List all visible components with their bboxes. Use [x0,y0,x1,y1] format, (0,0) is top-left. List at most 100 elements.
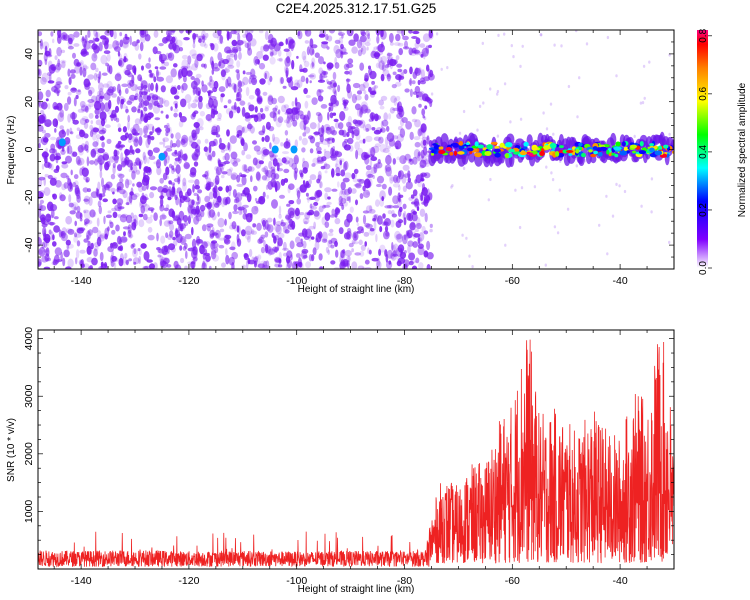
spectrogram-noise-blob [261,129,266,133]
spectrogram-noise-blob [54,247,62,256]
spectrogram-noise-blob [47,80,55,84]
spectrogram-noise-blob [248,104,255,112]
spectrogram-noise-blob [353,126,360,137]
spectrogram-noise-blob [303,60,310,68]
spectrogram-noise-blob [408,47,413,56]
spectrogram-noise-blob [299,114,306,120]
spectrogram-noise-blob [83,209,89,214]
spectrogram-noise-blob [137,248,141,252]
spectrogram-noise-blob [327,111,330,121]
spectrogram-faint-dot [648,60,651,64]
spectrogram-noise-blob [158,43,164,47]
spectrogram-noise-blob [404,88,410,93]
spectrogram-faint-dot [462,166,466,170]
spectrogram-noise-blob [121,83,129,88]
spectrogram-noise-blob [261,154,265,160]
spectrogram-noise-blob [147,226,153,233]
signal-blob [568,153,573,156]
spectrogram-noise-blob [138,136,143,146]
spectrogram-noise-blob [316,156,324,163]
spectrogram-noise-blob [126,100,133,105]
y-tick-label: 1000 [23,500,35,524]
spectrogram-noise-blob [378,136,384,144]
spectrogram-noise-blob [173,100,179,106]
spectrogram-noise-blob [418,262,424,269]
spectrogram-noise-blob [337,181,340,188]
spectrogram-noise-blob [209,233,215,239]
spectrogram-noise-blob [274,182,278,193]
spectrogram-noise-blob [112,198,117,205]
spectrogram-noise-blob [120,236,128,243]
spectrogram-faint-dot [544,263,547,267]
spectrogram-noise-blob [44,132,51,138]
spectrogram-noise-blob [76,194,81,203]
spectrogram-noise-blob [171,30,176,33]
spectrogram-noise-blob [126,159,133,168]
spectrogram-noise-blob [125,202,130,206]
spectrogram-noise-blob [213,43,219,52]
spectrogram-noise-blob [83,238,89,243]
spectrogram-noise-blob [67,243,74,249]
spectrogram-noise-blob [379,128,383,133]
spectrogram-noise-blob [38,91,44,101]
spectrogram-noise-blob [421,201,427,205]
spectrogram-noise-blob [88,102,95,108]
spectrogram-noise-blob [236,225,240,233]
spectrogram-noise-blob [220,149,225,153]
spectrogram-noise-blob [123,231,126,237]
spectrogram-noise-blob [386,74,392,80]
spectrogram-noise-blob [68,37,73,45]
spectrogram-noise-blob [375,199,380,207]
spectrogram-noise-blob [172,218,178,222]
signal-blob [504,153,509,159]
spectrogram-noise-blob [199,110,205,117]
spectrogram-noise-blob [395,33,401,42]
spectrogram-noise-blob [79,129,85,138]
signal-blob [608,152,612,157]
spectrogram-noise-blob [221,174,225,179]
spectrogram-noise-blob [233,41,239,46]
spectrogram-noise-blob [359,250,365,257]
spectrogram-noise-blob [311,57,316,67]
spectrogram-noise-blob [264,169,269,177]
spectrogram-noise-blob [379,143,387,153]
spectrogram-faint-dot [618,184,621,188]
spectrogram-noise-blob [215,125,221,133]
spectrogram-noise-blob [320,104,328,109]
spectrogram-noise-blob [190,167,197,176]
spectrogram-noise-blob [305,180,310,188]
spectrogram-noise-blob [229,224,235,230]
spectrogram-noise-blob [343,188,351,196]
spectrogram-noise-blob [235,69,240,73]
spectrogram-noise-blob [73,43,80,47]
spectrogram-noise-blob [290,86,299,91]
spectrogram-noise-blob [254,88,261,96]
spectrogram-noise-blob [270,37,277,47]
spectrogram-noise-blob [386,52,393,57]
spectrogram-noise-blob [254,205,259,212]
spectrogram-noise-blob [376,162,383,169]
colorbar-tick-label: 0.8 [698,28,709,42]
spectrogram-noise-blob [359,35,366,46]
spectrogram-noise-blob [207,181,214,188]
spectrogram-noise-blob [98,93,102,98]
spectrogram-noise-blob [385,164,392,172]
spectrogram-noise-blob [83,210,86,214]
spectrogram-noise-blob [383,221,389,226]
spectrogram-noise-blob [146,156,150,164]
spectrogram-noise-blob [147,234,155,241]
spectrogram-noise-blob [57,112,65,123]
spectrogram-noise-blob [316,178,321,184]
spectrogram-noise-blob [86,156,90,167]
spectrogram-noise-blob [207,154,213,161]
spectrogram-noise-blob [67,258,74,268]
spectrogram-noise-blob [84,222,87,226]
spectrogram-noise-blob [92,211,97,218]
spectrogram-noise-blob [162,184,169,194]
spectrogram-noise-blob [186,62,191,69]
spectrogram-noise-blob [300,238,303,244]
spectrogram-noise-blob [38,143,41,149]
spectrogram-noise-blob [145,123,150,131]
spectrogram-noise-blob [412,241,419,248]
spectrogram-noise-blob [236,183,244,187]
